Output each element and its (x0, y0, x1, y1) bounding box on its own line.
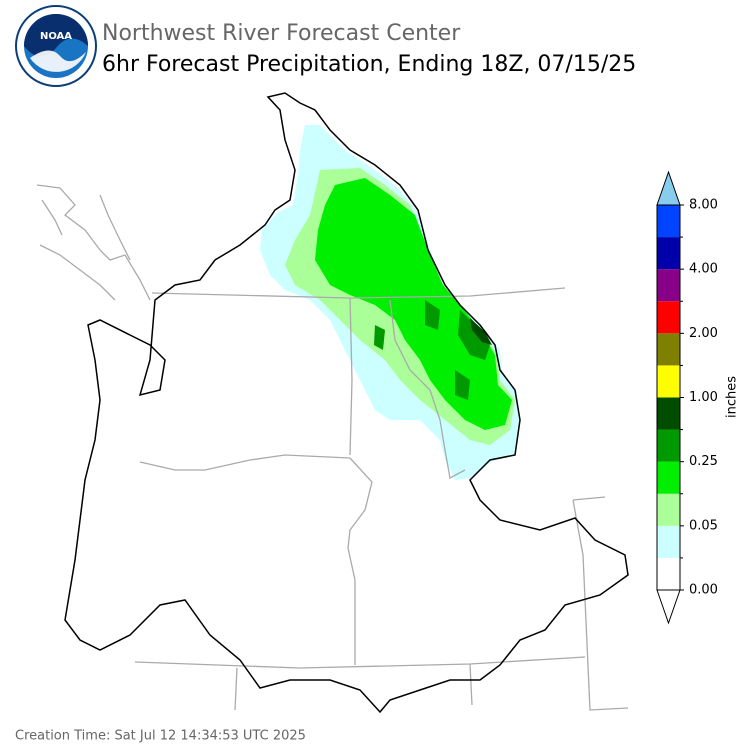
noaa-logo: NOAA (15, 5, 97, 87)
colorbar-tick-label: 1.00 (689, 390, 718, 405)
colorbar-tick-label: 8.00 (689, 198, 718, 213)
logo-text: NOAA (40, 31, 72, 42)
colorbar-tick-label: 0.00 (689, 583, 718, 598)
basin-outline (64, 92, 629, 714)
colorbar-segment (657, 461, 680, 494)
map (36, 92, 629, 714)
precip-moderate (315, 178, 512, 430)
colorbar-segment (657, 333, 680, 366)
colorbar-under (656, 589, 681, 625)
colorbar-label: inches (725, 376, 740, 418)
colorbar-segment (657, 493, 680, 526)
creation-time: Creation Time: Sat Jul 12 14:34:53 UTC 2… (15, 729, 306, 744)
state-borders (36, 184, 629, 711)
precip-very-heavy (470, 318, 492, 345)
colorbar-segment (657, 237, 680, 270)
colorbar-segment (657, 557, 680, 590)
colorbar: 0.00 0.05 0.25 1.00 2.00 4.00 8.00 (656, 170, 718, 625)
colorbar-segment (657, 365, 680, 398)
colorbar-segment (657, 269, 680, 302)
org-title: Northwest River Forecast Center (102, 21, 461, 46)
map-title: 6hr Forecast Precipitation, Ending 18Z, … (102, 52, 636, 77)
colorbar-segment (657, 429, 680, 462)
colorbar-tick-label: 0.25 (689, 454, 718, 469)
colorbar-segment (657, 525, 680, 558)
colorbar-segment (657, 397, 680, 430)
colorbar-segment (657, 301, 680, 334)
colorbar-segment (657, 205, 680, 238)
colorbar-over (656, 170, 681, 206)
precip-heavy (374, 300, 490, 400)
colorbar-tick-label: 0.05 (689, 518, 718, 533)
colorbar-tick-label: 2.00 (689, 326, 718, 341)
colorbar-tick-label: 4.00 (689, 262, 718, 277)
